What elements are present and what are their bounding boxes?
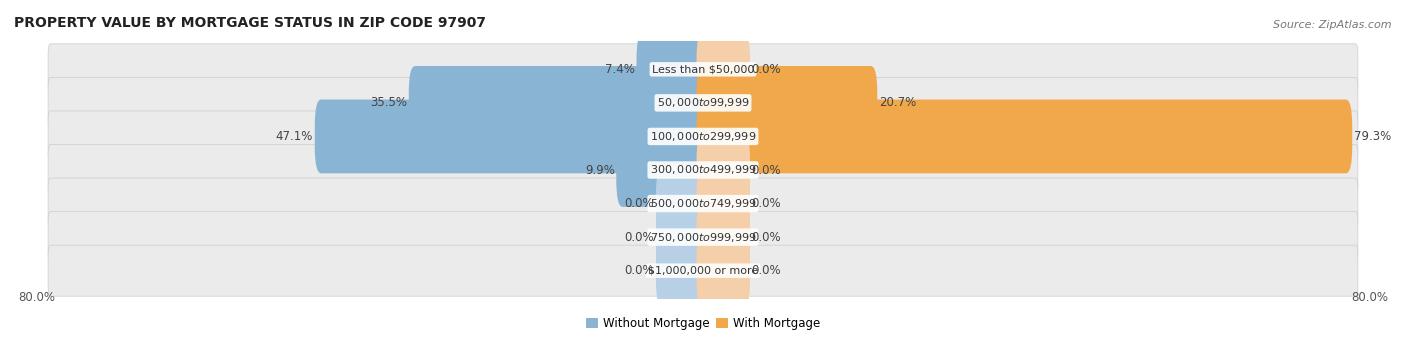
FancyBboxPatch shape <box>409 66 710 140</box>
Text: 0.0%: 0.0% <box>752 231 782 244</box>
Text: 7.4%: 7.4% <box>605 63 636 76</box>
FancyBboxPatch shape <box>696 167 749 240</box>
FancyBboxPatch shape <box>696 200 749 274</box>
FancyBboxPatch shape <box>48 144 1358 196</box>
FancyBboxPatch shape <box>48 178 1358 229</box>
Text: 35.5%: 35.5% <box>370 96 408 109</box>
Text: 0.0%: 0.0% <box>624 197 654 210</box>
FancyBboxPatch shape <box>696 66 877 140</box>
Text: 80.0%: 80.0% <box>18 291 55 304</box>
Text: $100,000 to $299,999: $100,000 to $299,999 <box>650 130 756 143</box>
Text: 20.7%: 20.7% <box>879 96 917 109</box>
FancyBboxPatch shape <box>48 78 1358 129</box>
FancyBboxPatch shape <box>616 133 710 207</box>
FancyBboxPatch shape <box>48 111 1358 162</box>
Text: 0.0%: 0.0% <box>752 264 782 277</box>
Text: $1,000,000 or more: $1,000,000 or more <box>648 266 758 276</box>
Text: 79.3%: 79.3% <box>1354 130 1391 143</box>
Text: 0.0%: 0.0% <box>752 164 782 176</box>
FancyBboxPatch shape <box>696 234 749 308</box>
Text: $300,000 to $499,999: $300,000 to $499,999 <box>650 164 756 176</box>
Text: 47.1%: 47.1% <box>276 130 314 143</box>
FancyBboxPatch shape <box>637 32 710 106</box>
FancyBboxPatch shape <box>657 200 710 274</box>
Text: $750,000 to $999,999: $750,000 to $999,999 <box>650 231 756 244</box>
FancyBboxPatch shape <box>657 167 710 240</box>
FancyBboxPatch shape <box>657 234 710 308</box>
Text: 0.0%: 0.0% <box>624 231 654 244</box>
FancyBboxPatch shape <box>696 133 749 207</box>
Text: PROPERTY VALUE BY MORTGAGE STATUS IN ZIP CODE 97907: PROPERTY VALUE BY MORTGAGE STATUS IN ZIP… <box>14 16 486 31</box>
Text: Less than $50,000: Less than $50,000 <box>652 64 754 74</box>
FancyBboxPatch shape <box>48 44 1358 95</box>
Text: 9.9%: 9.9% <box>585 164 614 176</box>
FancyBboxPatch shape <box>696 100 1353 173</box>
Text: 0.0%: 0.0% <box>624 264 654 277</box>
FancyBboxPatch shape <box>48 245 1358 296</box>
Legend: Without Mortgage, With Mortgage: Without Mortgage, With Mortgage <box>581 312 825 335</box>
Text: 0.0%: 0.0% <box>752 197 782 210</box>
FancyBboxPatch shape <box>48 211 1358 262</box>
FancyBboxPatch shape <box>696 32 749 106</box>
Text: 80.0%: 80.0% <box>1351 291 1388 304</box>
Text: $50,000 to $99,999: $50,000 to $99,999 <box>657 96 749 109</box>
Text: 0.0%: 0.0% <box>752 63 782 76</box>
FancyBboxPatch shape <box>315 100 710 173</box>
Text: $500,000 to $749,999: $500,000 to $749,999 <box>650 197 756 210</box>
Text: Source: ZipAtlas.com: Source: ZipAtlas.com <box>1274 20 1392 31</box>
